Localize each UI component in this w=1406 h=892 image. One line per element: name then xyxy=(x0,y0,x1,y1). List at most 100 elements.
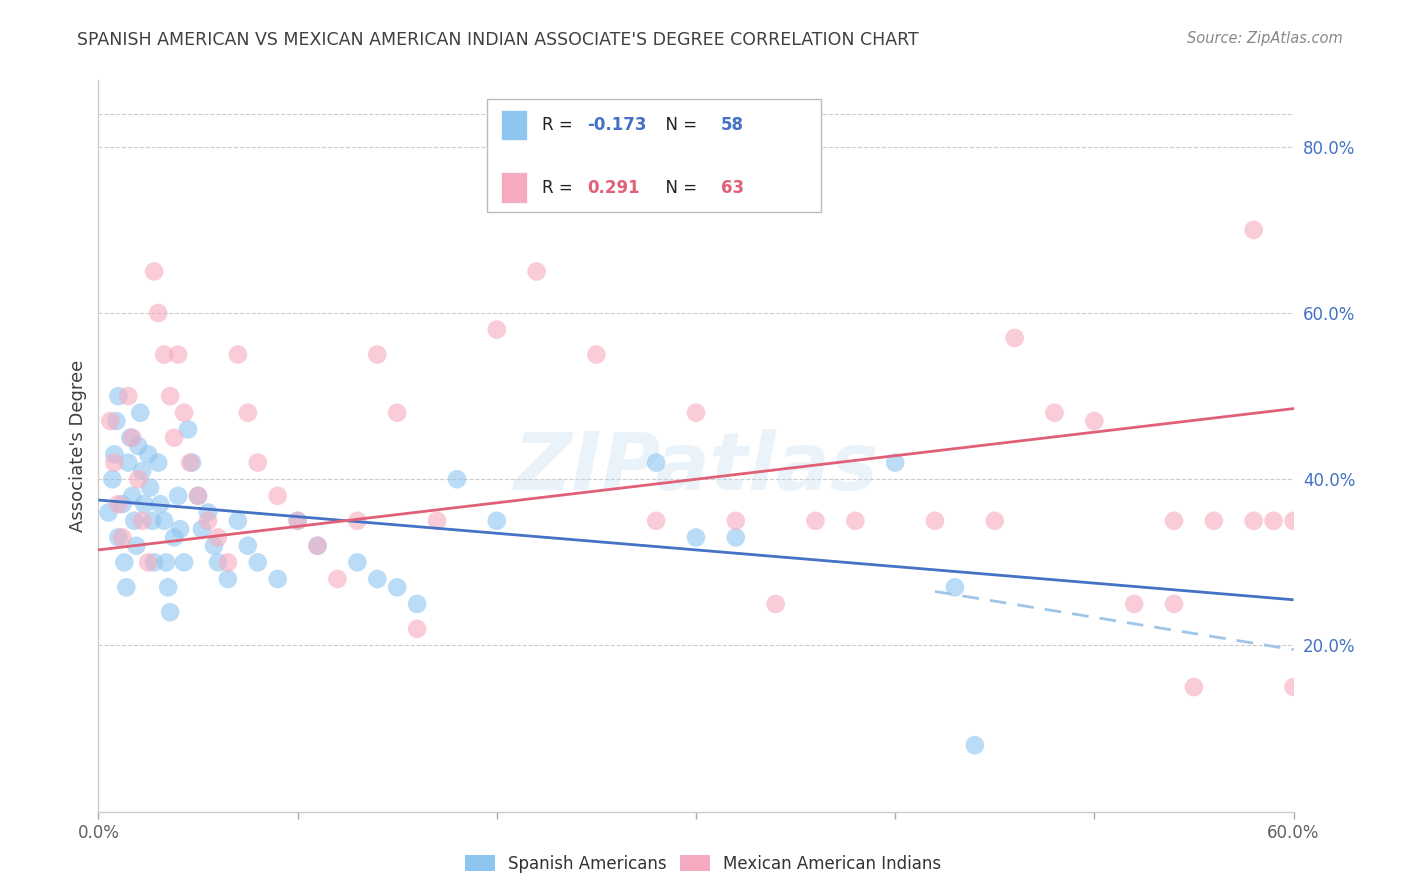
Point xyxy=(143,555,166,569)
Point xyxy=(844,514,866,528)
Point xyxy=(136,447,159,461)
Point xyxy=(236,406,259,420)
Point xyxy=(217,555,239,569)
Point xyxy=(1362,514,1385,528)
Point xyxy=(924,514,946,528)
Text: 58: 58 xyxy=(721,116,744,134)
Point xyxy=(385,580,409,594)
Point xyxy=(107,497,129,511)
Point xyxy=(117,456,139,470)
Point xyxy=(148,306,170,320)
Point xyxy=(136,555,159,569)
Point xyxy=(207,530,229,544)
Point xyxy=(366,572,388,586)
Point xyxy=(107,530,129,544)
Point xyxy=(167,489,190,503)
Point xyxy=(111,497,134,511)
Point xyxy=(163,431,186,445)
Point xyxy=(187,489,209,503)
Point xyxy=(129,406,152,420)
Point xyxy=(226,347,249,362)
Point xyxy=(97,506,120,520)
Point xyxy=(1163,514,1185,528)
Point xyxy=(149,497,172,511)
Text: SPANISH AMERICAN VS MEXICAN AMERICAN INDIAN ASSOCIATE'S DEGREE CORRELATION CHART: SPANISH AMERICAN VS MEXICAN AMERICAN IND… xyxy=(77,31,920,49)
Point xyxy=(177,422,200,436)
Point xyxy=(117,389,139,403)
Point xyxy=(287,514,309,528)
Point xyxy=(307,539,329,553)
Text: N =: N = xyxy=(655,178,703,197)
Point xyxy=(645,456,668,470)
Text: Source: ZipAtlas.com: Source: ZipAtlas.com xyxy=(1187,31,1343,46)
Point xyxy=(139,481,162,495)
Point xyxy=(179,456,201,470)
Point xyxy=(585,347,607,362)
Point xyxy=(287,514,309,528)
Point xyxy=(406,622,429,636)
Point xyxy=(267,489,290,503)
Point xyxy=(685,406,707,420)
FancyBboxPatch shape xyxy=(486,99,821,212)
Point xyxy=(1243,223,1265,237)
Point xyxy=(197,506,219,520)
Point xyxy=(159,389,181,403)
Point xyxy=(385,406,409,420)
Point xyxy=(246,456,269,470)
Point xyxy=(1202,514,1225,528)
Point xyxy=(1282,514,1305,528)
Point xyxy=(131,514,153,528)
Point xyxy=(163,530,186,544)
Point xyxy=(804,514,827,528)
Point xyxy=(485,323,508,337)
Point xyxy=(159,605,181,619)
Point xyxy=(346,555,368,569)
Point xyxy=(153,347,176,362)
Text: ZIPatlas: ZIPatlas xyxy=(513,429,879,507)
Point xyxy=(131,464,153,478)
Text: N =: N = xyxy=(655,116,703,134)
Point xyxy=(1004,331,1026,345)
Point xyxy=(1083,414,1105,428)
Text: -0.173: -0.173 xyxy=(588,116,647,134)
Point xyxy=(984,514,1007,528)
Point xyxy=(685,530,707,544)
Point xyxy=(202,539,225,553)
Point xyxy=(446,472,468,486)
Point xyxy=(1123,597,1146,611)
Point xyxy=(326,572,349,586)
Point xyxy=(963,738,986,752)
Point xyxy=(1402,514,1406,528)
Point xyxy=(884,456,907,470)
Point xyxy=(111,530,134,544)
Point xyxy=(236,539,259,553)
Bar xyxy=(501,110,527,140)
Bar xyxy=(501,172,527,203)
Point xyxy=(121,431,143,445)
Point xyxy=(101,472,124,486)
Point xyxy=(1382,514,1405,528)
Point xyxy=(120,431,142,445)
Point xyxy=(153,514,176,528)
Point xyxy=(346,514,368,528)
Point xyxy=(124,514,146,528)
Point xyxy=(173,555,195,569)
Text: R =: R = xyxy=(541,178,583,197)
Point xyxy=(191,522,214,536)
Point xyxy=(267,572,290,586)
Point xyxy=(143,264,166,278)
Point xyxy=(169,522,191,536)
Point xyxy=(1302,514,1324,528)
Point xyxy=(148,456,170,470)
Point xyxy=(724,530,747,544)
Point xyxy=(112,555,135,569)
Legend: Spanish Americans, Mexican American Indians: Spanish Americans, Mexican American Indi… xyxy=(458,848,948,880)
Point xyxy=(1282,680,1305,694)
Point xyxy=(1343,514,1365,528)
Point xyxy=(366,347,388,362)
Text: R =: R = xyxy=(541,116,578,134)
Point xyxy=(246,555,269,569)
Point xyxy=(485,514,508,528)
Point xyxy=(181,456,204,470)
Point xyxy=(98,414,122,428)
